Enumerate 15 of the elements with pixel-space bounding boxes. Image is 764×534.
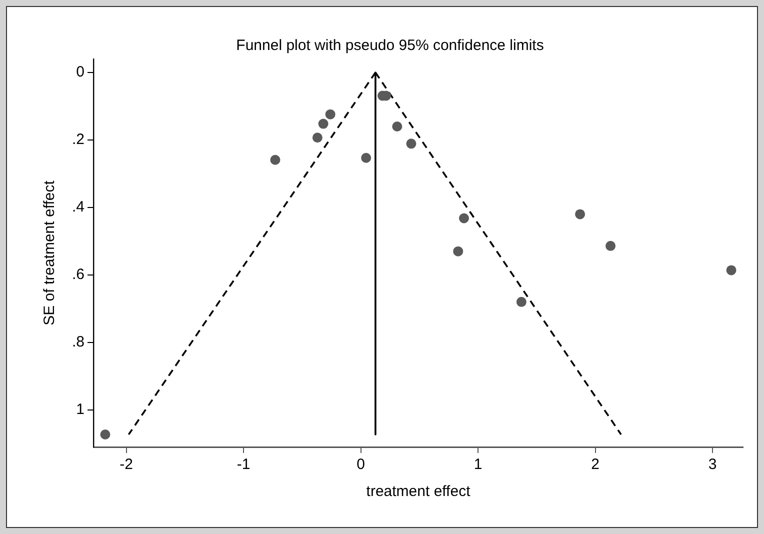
y-tick-label: .4 (72, 198, 85, 216)
y-axis-title: SE of treatment effect (41, 180, 58, 326)
x-tick-label: -1 (236, 456, 250, 474)
y-tick-label: .6 (72, 266, 85, 284)
x-axis-title: treatment effect (366, 483, 472, 500)
x-tick-label: -2 (120, 456, 134, 474)
y-tick-label: 0 (76, 64, 85, 81)
x-tick-label: 2 (591, 456, 600, 474)
x-tick-label: 0 (356, 456, 365, 474)
x-tick-label: 3 (708, 456, 717, 474)
y-tick-label: .2 (72, 131, 85, 148)
y-tick-label: .8 (72, 334, 85, 351)
x-tick-label: 1 (474, 456, 482, 474)
y-tick-label: 1 (76, 401, 85, 418)
chart-title: Funnel plot with pseudo 95% confidence limits (236, 37, 544, 54)
